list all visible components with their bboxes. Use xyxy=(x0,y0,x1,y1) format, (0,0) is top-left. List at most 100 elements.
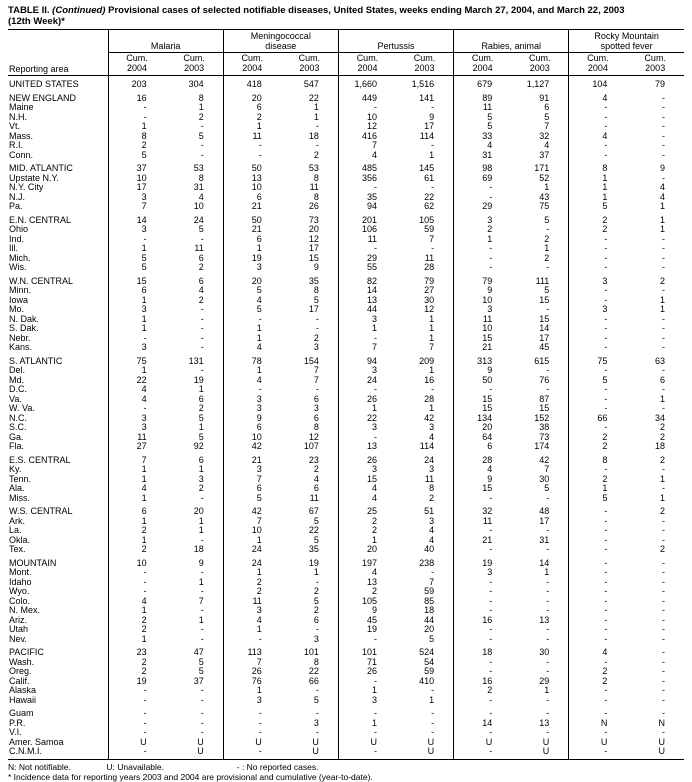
value-cell: - xyxy=(568,394,627,404)
notifiable-diseases-table: Reporting area Malaria Meningococcal disea… xyxy=(8,29,684,760)
value-cell: 10 xyxy=(222,432,281,442)
value-cell: - xyxy=(568,747,627,760)
column-subheader: Cum. 2004 xyxy=(568,52,627,76)
table-row: Alaska - - 1 - 1 - 2 1 - - xyxy=(8,686,684,696)
value-cell: - xyxy=(107,103,166,113)
value-cell: 1 xyxy=(313,112,319,122)
value-cell: - xyxy=(546,385,550,394)
column-subheader: Cum. 2004 xyxy=(107,52,166,76)
value-cell: 7 xyxy=(107,451,166,465)
value-cell: 37 xyxy=(107,160,166,174)
value-cell: 11 xyxy=(453,314,512,324)
value-cell: 1 xyxy=(429,150,435,160)
value-cell: 11 xyxy=(424,253,435,263)
value-cell: - xyxy=(662,150,665,160)
table-row: MOUNTAIN 10 9 24 19 197 238 19 14 - - xyxy=(8,554,684,568)
value-cell: 2 xyxy=(222,587,281,597)
value-cell: U xyxy=(542,737,550,747)
value-cell: 6 xyxy=(453,442,512,452)
value-cell: - xyxy=(662,647,665,657)
value-cell: 7 xyxy=(198,596,204,606)
value-cell: - xyxy=(662,484,665,493)
value-cell: - xyxy=(107,333,166,343)
value-cell: U xyxy=(427,737,435,747)
reporting-area-cell: W. Va. xyxy=(9,404,35,413)
value-cell: 11 xyxy=(309,183,319,192)
value-cell: - xyxy=(431,718,435,728)
value-cell: - xyxy=(546,708,550,718)
value-cell: - xyxy=(568,333,627,343)
value-cell: 2 xyxy=(544,253,550,263)
value-cell: 113 xyxy=(222,644,281,658)
value-cell: 201 xyxy=(337,211,396,225)
value-cell: - xyxy=(546,263,550,272)
value-cell: - xyxy=(431,385,435,394)
reporting-area-cell: Miss. xyxy=(9,493,30,503)
value-cell: 1 xyxy=(429,695,435,705)
value-cell: 8 xyxy=(568,160,627,174)
table-row: Md. 22 19 4 7 24 16 50 76 5 6 xyxy=(8,375,684,385)
value-cell: 1 xyxy=(107,535,166,545)
value-cell: 15 xyxy=(539,295,550,305)
value-cell: 3 xyxy=(107,305,166,315)
reporting-area-cell: D.C. xyxy=(9,385,27,394)
value-cell: 209 xyxy=(419,355,435,366)
value-cell: N xyxy=(658,718,666,728)
table-row: PACIFIC 23 47 113 101 101 524 18 30 4 - xyxy=(8,644,684,658)
value-cell: 1 xyxy=(659,394,665,404)
value-cell: 10 xyxy=(193,202,204,211)
value-cell: - xyxy=(568,324,627,334)
value-cell: - xyxy=(107,728,166,738)
value-cell: 3 xyxy=(429,516,435,526)
value-cell: 1 xyxy=(222,686,281,696)
value-cell: 6 xyxy=(107,503,166,517)
footnote-not-notifiable: N: Not notifiable. xyxy=(8,761,71,772)
table-row: S. ATLANTIC 75 131 78 154 94 209 313 615 75 63 xyxy=(8,352,684,366)
value-cell: 27 xyxy=(424,286,435,295)
value-cell: 30 xyxy=(539,474,550,484)
value-cell: - xyxy=(453,263,512,273)
value-cell: 1 xyxy=(222,625,281,635)
table-row: Wis. 5 2 3 9 55 28 - - - - xyxy=(8,263,684,273)
value-cell: 4 xyxy=(107,394,166,404)
value-cell: - xyxy=(546,587,550,596)
table-row: S.C. 3 1 6 8 3 3 20 38 - 2 xyxy=(8,423,684,433)
value-cell: U xyxy=(165,747,224,760)
column-group-header: Rabies, animal xyxy=(453,29,569,53)
value-cell: - xyxy=(200,234,204,244)
value-cell: - xyxy=(453,183,512,193)
value-cell: 63 xyxy=(654,355,665,366)
value-cell: 3 xyxy=(568,305,627,315)
value-cell: 3 xyxy=(313,404,319,413)
reporting-area-cell: Ariz. xyxy=(9,615,27,625)
value-cell: - xyxy=(107,747,166,760)
value-cell: 2 xyxy=(568,225,627,235)
value-cell: 3 xyxy=(337,366,396,376)
value-cell: - xyxy=(662,173,665,183)
table-row: Conn. 5 - - 2 4 1 31 37 - - xyxy=(8,150,684,160)
value-cell: 105 xyxy=(419,214,435,225)
value-cell: 78 xyxy=(222,352,281,366)
value-cell: 4 xyxy=(568,644,627,658)
value-cell: - xyxy=(200,718,204,728)
table-title-number: TABLE II. xyxy=(8,5,50,16)
value-cell: - xyxy=(662,263,665,272)
value-cell: 3 xyxy=(222,404,281,414)
value-cell: 105 xyxy=(337,596,396,606)
value-cell: 92 xyxy=(193,442,204,451)
table-row: E.S. CENTRAL 7 6 21 23 26 24 28 42 8 2 xyxy=(8,451,684,465)
value-cell: 14 xyxy=(539,557,550,568)
value-cell: - xyxy=(662,568,665,577)
reporting-area-cell: E.N. CENTRAL xyxy=(9,214,72,225)
value-cell: 313 xyxy=(453,352,512,366)
column-subheader: Cum. 2004 xyxy=(453,52,512,76)
value-cell: 1 xyxy=(429,324,435,333)
value-cell: 42 xyxy=(222,442,281,452)
value-cell: - xyxy=(200,314,204,324)
reporting-area-cell: Minn. xyxy=(9,286,32,295)
value-cell: - xyxy=(568,150,627,160)
value-cell: 24 xyxy=(424,454,435,465)
value-cell: 40 xyxy=(424,545,435,554)
reporting-area-cell: Ala. xyxy=(9,484,25,493)
value-cell: - xyxy=(662,606,665,615)
